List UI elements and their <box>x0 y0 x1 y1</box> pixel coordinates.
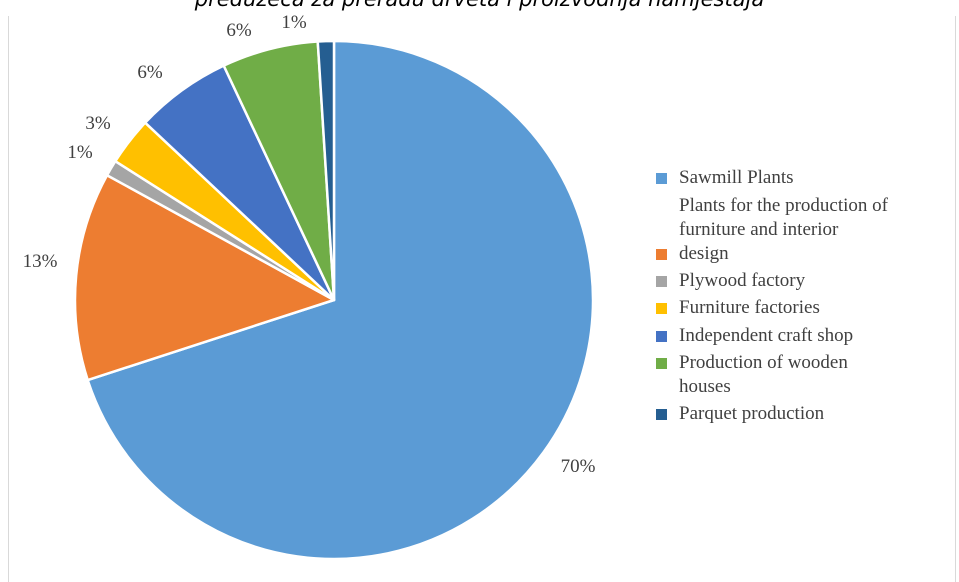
legend-label-line: Plants for the production of <box>679 194 888 216</box>
chart-frame <box>8 16 956 582</box>
legend-label-line: Parquet production <box>679 403 825 424</box>
legend-label-line: Plywood factory <box>679 269 806 291</box>
pie-slice-7 <box>316 39 336 302</box>
legend-item: Sawmill Plants <box>656 166 956 190</box>
legend-swatch <box>656 275 667 287</box>
slice-value-label-4: 3% <box>85 113 111 134</box>
chart-legend: Sawmill Plants Plants for the production … <box>656 166 956 430</box>
legend-item: Plywood factory <box>656 269 956 293</box>
figure-caption: preduzeća za preradu drveta i proizvodnj… <box>0 0 959 14</box>
pie-slice-2 <box>73 173 336 382</box>
slice-value-label-3: 1% <box>67 142 93 163</box>
legend-swatch <box>656 248 667 260</box>
slice-value-label-6: 6% <box>226 20 252 41</box>
legend-swatch <box>656 358 667 369</box>
legend-label-line: Independent craft shop <box>679 324 854 346</box>
slice-value-label-2: 13% <box>23 251 58 272</box>
legend-swatch <box>656 409 667 420</box>
legend-label-line: Production of wooden <box>679 352 848 373</box>
legend-item: Furniture factories <box>656 296 956 320</box>
slice-value-label-7: 1% <box>281 12 307 33</box>
legend-label-line: Sawmill Plants <box>679 167 794 188</box>
legend-label-line: design <box>679 242 729 264</box>
legend-label-line: houses <box>679 376 731 397</box>
legend-label-line: furniture and interior <box>679 218 839 240</box>
legend-swatch <box>656 303 667 314</box>
legend-label-line: Furniture factories <box>679 297 820 318</box>
legend-item: Parquet production <box>656 402 956 426</box>
legend-swatch <box>656 173 667 184</box>
legend-swatch <box>656 330 667 342</box>
pie-slice-1 <box>86 39 595 561</box>
legend-item: Independent craft shop <box>656 324 956 348</box>
legend-item: Production of wooden houses <box>656 351 956 399</box>
legend-item: Plants for the production of furniture an… <box>656 194 956 266</box>
slice-value-label-5: 6% <box>137 62 163 83</box>
slice-value-label-1: 70% <box>561 456 596 477</box>
